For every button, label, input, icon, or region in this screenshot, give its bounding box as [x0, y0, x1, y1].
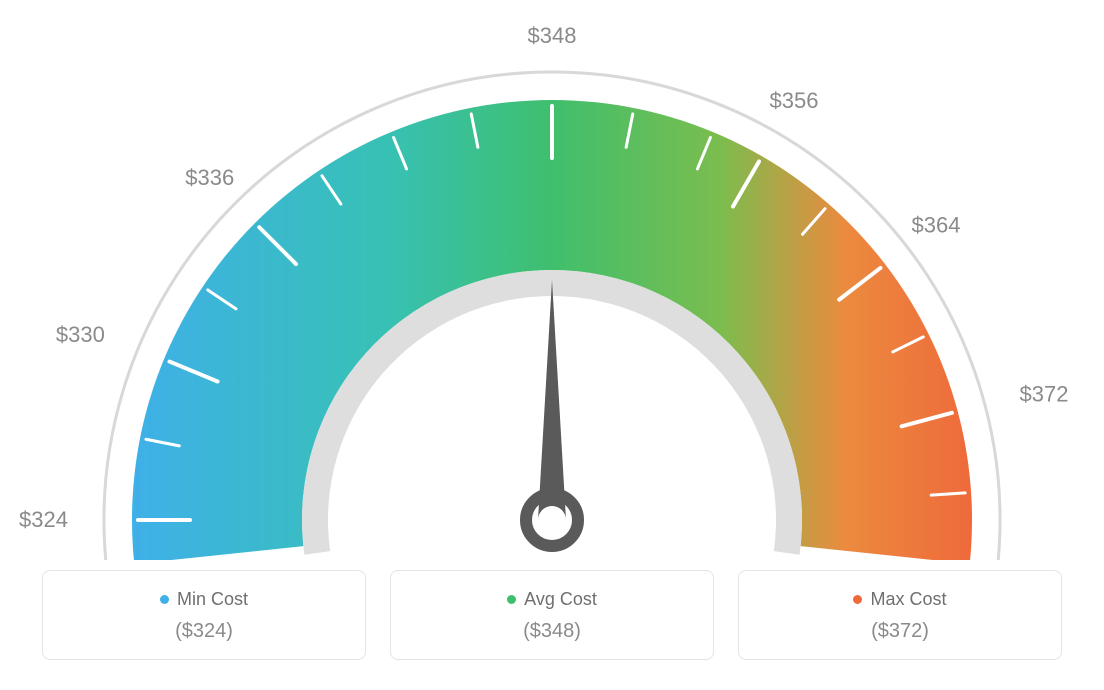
legend-card-avg: Avg Cost ($348) [390, 570, 714, 660]
legend-label-max: Max Cost [870, 589, 946, 610]
svg-text:$330: $330 [56, 322, 105, 347]
legend-dot-max [853, 595, 862, 604]
cost-gauge-chart: $324 $330 $336 $348 $356 $364 $372 [0, 0, 1104, 560]
legend-title-max: Max Cost [853, 589, 946, 610]
legend-title-avg: Avg Cost [507, 589, 597, 610]
legend-dot-avg [507, 595, 516, 604]
legend-card-max: Max Cost ($372) [738, 570, 1062, 660]
legend-card-min: Min Cost ($324) [42, 570, 366, 660]
legend-title-min: Min Cost [160, 589, 248, 610]
legend-label-avg: Avg Cost [524, 589, 597, 610]
legend-dot-min [160, 595, 169, 604]
legend-value-avg: ($348) [391, 620, 713, 643]
svg-text:$348: $348 [528, 23, 577, 48]
svg-text:$324: $324 [19, 507, 68, 532]
svg-text:$364: $364 [912, 212, 961, 237]
legend-label-min: Min Cost [177, 589, 248, 610]
gauge-svg: $324 $330 $336 $348 $356 $364 $372 [0, 0, 1104, 560]
legend-value-min: ($324) [43, 620, 365, 643]
svg-text:$336: $336 [185, 165, 234, 190]
legend-row: Min Cost ($324) Avg Cost ($348) Max Cost… [42, 570, 1062, 660]
legend-value-max: ($372) [739, 620, 1061, 643]
svg-text:$356: $356 [770, 88, 819, 113]
svg-text:$372: $372 [1020, 382, 1069, 407]
